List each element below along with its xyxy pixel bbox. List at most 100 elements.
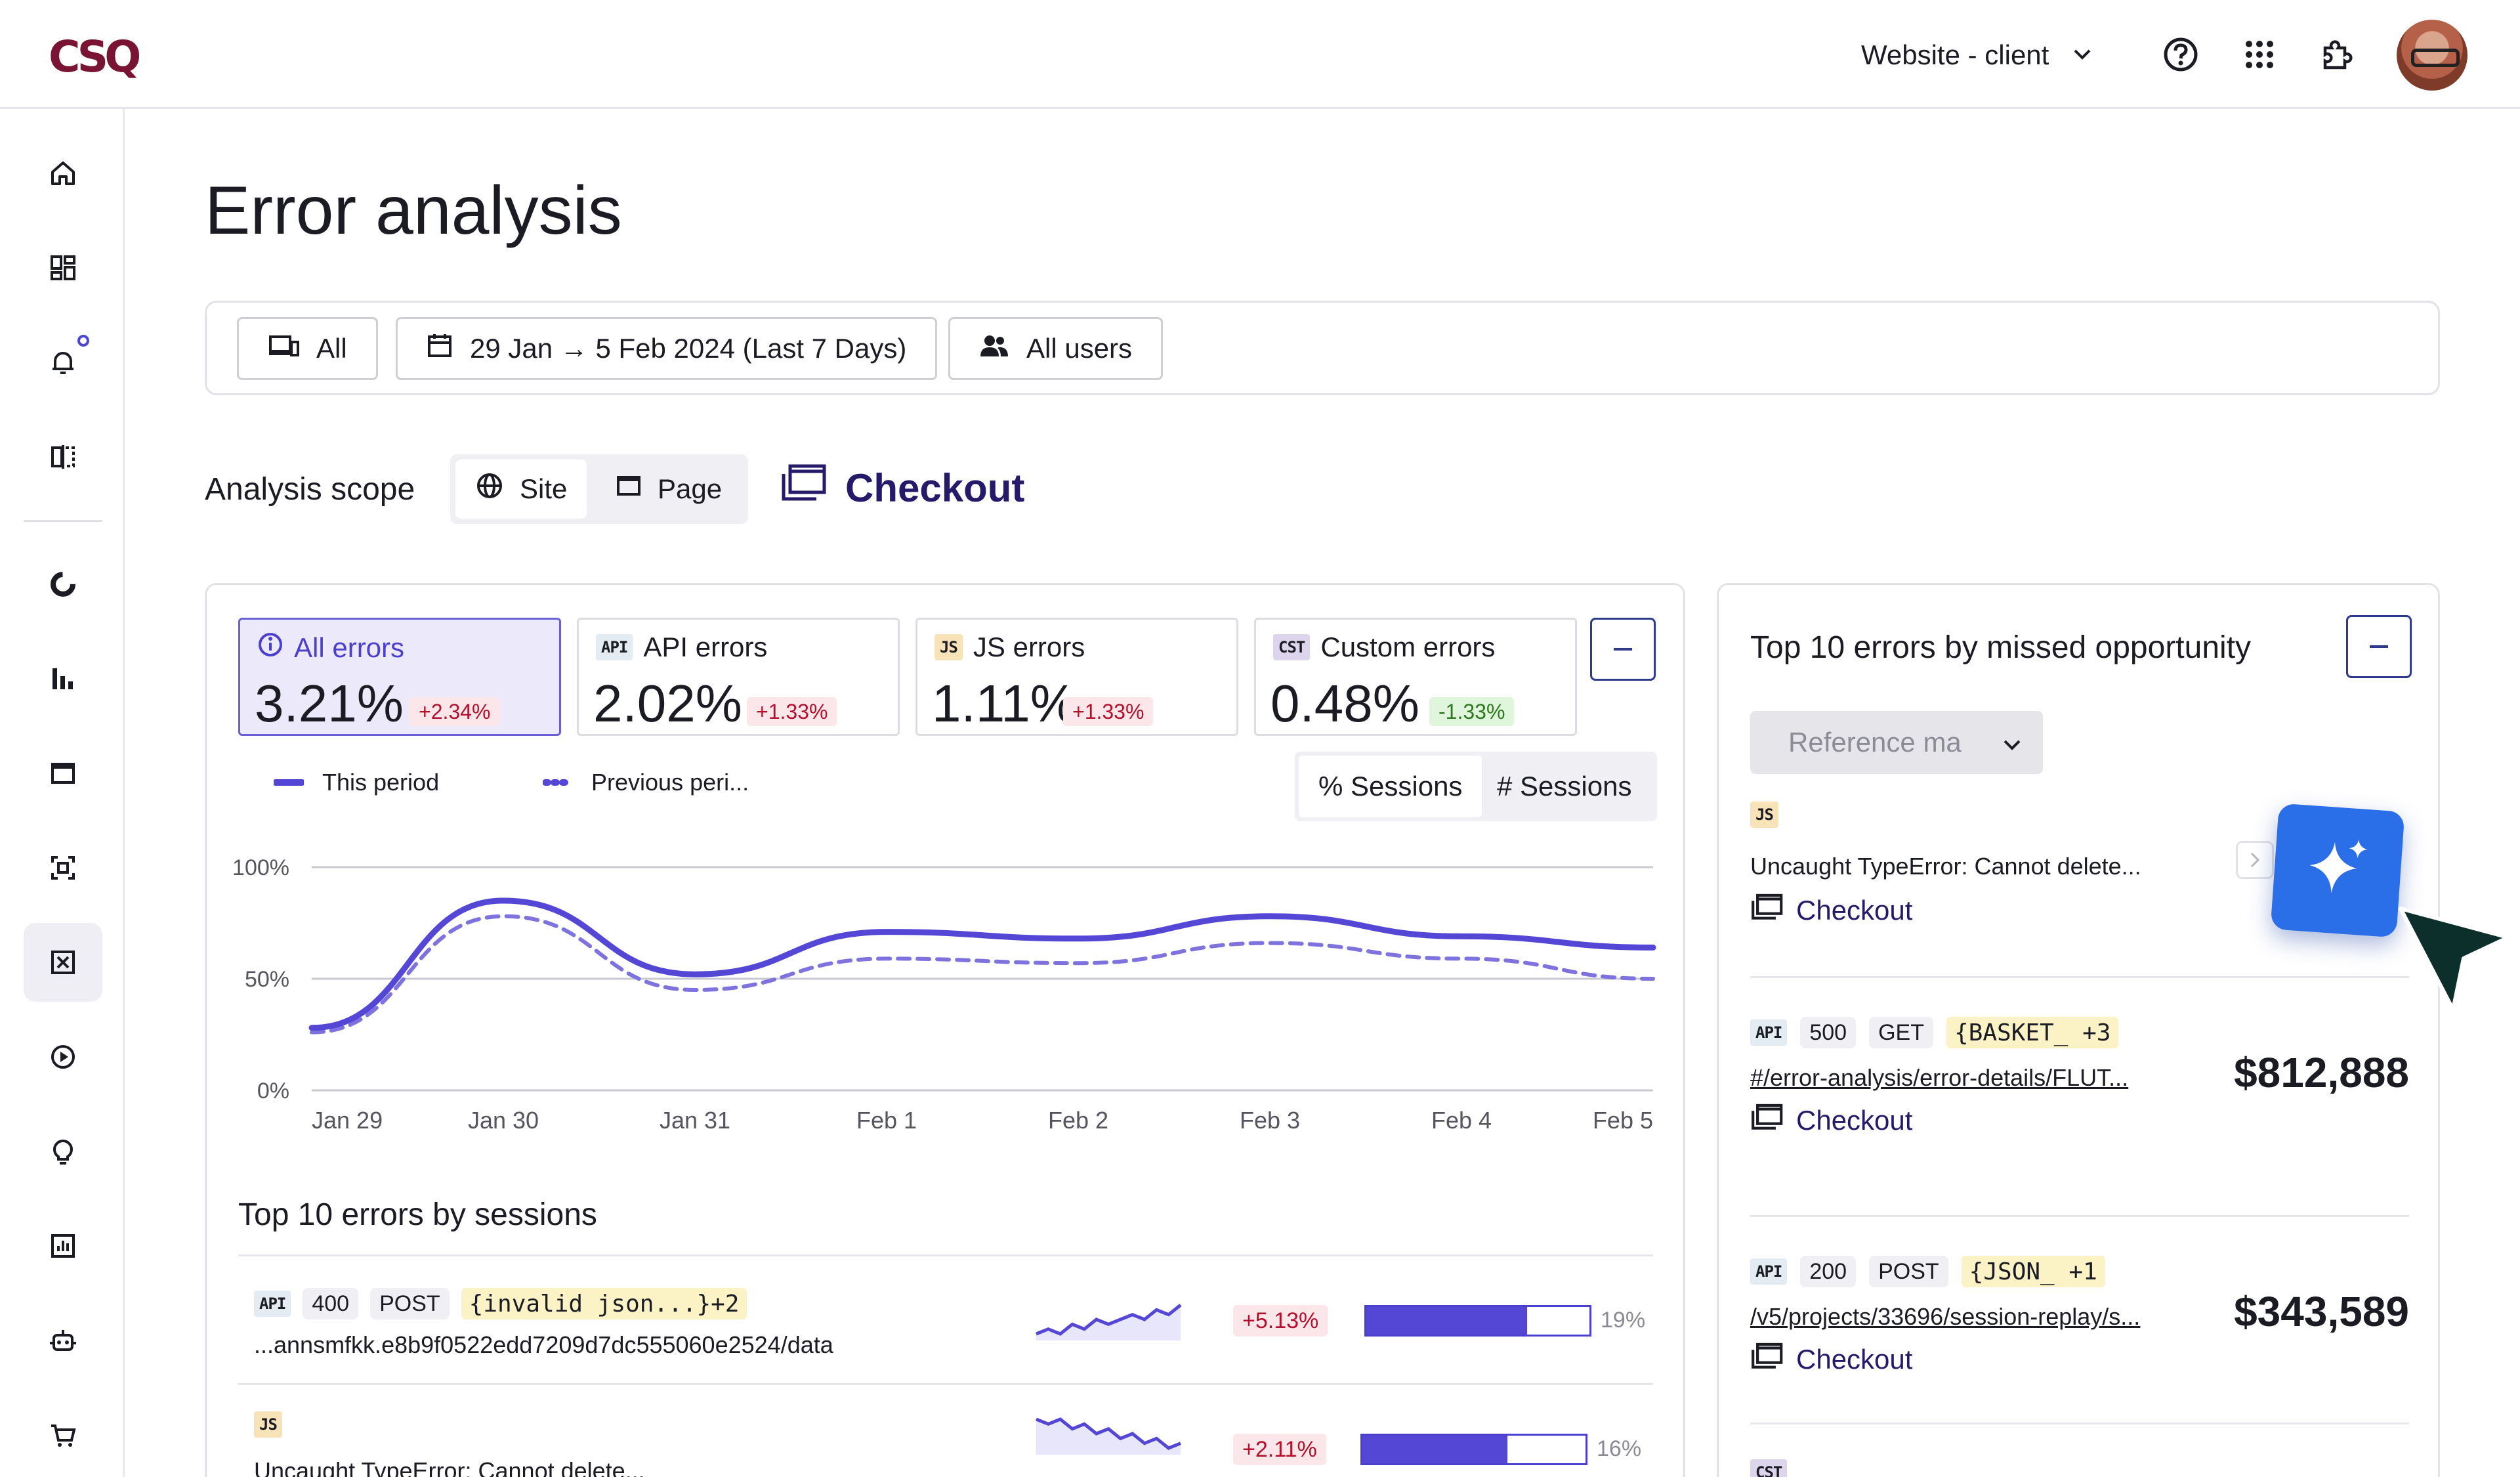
reference-select[interactable]: Reference ma — [1750, 711, 2043, 774]
opportunity-item[interactable]: JS Uncaught TypeError: Cannot delete... … — [1750, 802, 2409, 989]
kpi-label: API errors — [643, 631, 768, 662]
api-badge: API — [596, 634, 633, 660]
opportunity-page-link[interactable]: Checkout — [1750, 1103, 1912, 1138]
device-filter-label: All — [316, 333, 347, 364]
collapse-opportunity-button[interactable] — [2346, 615, 2412, 678]
y-tick-label: 50% — [245, 967, 289, 992]
ai-assistant-button[interactable] — [2270, 803, 2405, 938]
sparkline-line — [1036, 1304, 1182, 1336]
pages-icon — [1750, 1103, 1783, 1138]
chevron-right-icon[interactable] — [2236, 841, 2274, 879]
scope-option-site[interactable]: Site — [455, 460, 587, 519]
opportunity-description[interactable]: #/error-analysis/error-details/FLUT... — [1750, 1064, 2129, 1091]
legend-previous-period: Previous peri... — [543, 769, 749, 796]
opportunity-page-link[interactable]: Checkout — [1750, 1342, 1912, 1377]
device-filter-button[interactable]: All — [237, 317, 378, 380]
site-selector[interactable]: Website - client — [1861, 34, 2092, 76]
scope-page-name: Checkout — [845, 465, 1025, 510]
legend-previous-period-label: Previous peri... — [591, 769, 749, 796]
window-icon[interactable] — [24, 734, 102, 813]
x-tick-label: Jan 31 — [660, 1107, 730, 1134]
opportunity-item[interactable]: CST — [1750, 1423, 2409, 1477]
kpi-label: JS errors — [973, 631, 1085, 662]
kpi-all-errors[interactable]: All errors 3.21% +2.34% — [238, 618, 561, 736]
kpi-label: All errors — [294, 632, 405, 663]
js-badge: JS — [934, 634, 963, 660]
scope-option-page[interactable]: Page — [596, 460, 742, 519]
kpi-custom-errors[interactable]: CST Custom errors 0.48% -1.33% — [1254, 618, 1577, 736]
scope-option-page-label: Page — [658, 473, 723, 504]
legend-this-period: This period — [274, 769, 439, 796]
segment-filter-button[interactable]: All users — [948, 317, 1164, 380]
opportunity-description[interactable]: /v5/projects/33696/session-replay/s... — [1750, 1303, 2141, 1330]
error-trend-chart: 100% 50% 0% Jan 29 Jan 30 Jan 31 Feb 1 Feb 2 Feb… — [232, 855, 1656, 1134]
errors-card: All errors 3.21% +2.34% API API errors 2… — [205, 583, 1685, 1477]
metric-toggle: % Sessions # Sessions — [1295, 752, 1657, 821]
sparkline-area — [1036, 1419, 1181, 1455]
error-analysis-icon[interactable] — [24, 923, 102, 1002]
metric-option-percent[interactable]: % Sessions — [1299, 756, 1482, 817]
bot-icon[interactable] — [24, 1301, 102, 1380]
bar-chart-icon[interactable] — [24, 639, 102, 718]
dashboard-icon[interactable] — [24, 228, 102, 307]
date-range-button[interactable]: 29 Jan → 5 Feb 2024 (Last 7 Days) — [396, 317, 938, 380]
kpi-js-errors[interactable]: JS JS errors 1.11% +1.33% — [915, 618, 1238, 736]
js-badge: JS — [1750, 802, 1778, 828]
home-icon[interactable] — [24, 134, 102, 213]
row-delta: +5.13% — [1233, 1305, 1328, 1337]
help-icon[interactable] — [2159, 33, 2202, 76]
method-pill: POST — [370, 1288, 450, 1319]
kpi-value: 2.02% — [593, 674, 742, 733]
sparkline-area — [1036, 1305, 1181, 1340]
kpi-api-errors[interactable]: API API errors 2.02% +1.33% — [577, 618, 900, 736]
api-badge: API — [1750, 1019, 1788, 1046]
notification-dot — [77, 335, 89, 347]
kpi-delta: -1.33% — [1429, 697, 1515, 726]
lightbulb-icon[interactable] — [24, 1112, 102, 1191]
play-icon[interactable] — [24, 1017, 102, 1096]
top-bar: CSQ Website - client — [0, 0, 2520, 109]
collapse-errors-button[interactable] — [1590, 618, 1656, 681]
cart-icon[interactable] — [24, 1396, 102, 1474]
opportunity-item[interactable]: API 200 POST {JSON_ +1 /v5/projects/3369… — [1750, 1215, 2409, 1423]
donut-icon[interactable] — [24, 545, 102, 624]
metric-option-count[interactable]: # Sessions — [1497, 771, 1632, 802]
scope-page-link[interactable]: Checkout — [780, 463, 1024, 512]
opportunity-item[interactable]: API 500 GET {BASKET_ +3 #/error-analysis… — [1750, 976, 2409, 1215]
pointer-cursor-icon — [2399, 907, 2510, 1012]
status-code-pill: 200 — [1800, 1256, 1857, 1287]
report-icon[interactable] — [24, 1207, 102, 1285]
scope-option-site-label: Site — [520, 473, 568, 504]
api-badge: API — [254, 1291, 291, 1317]
method-pill: GET — [1869, 1017, 1933, 1048]
globe-icon — [475, 471, 504, 507]
opportunity-value: $812,888 — [2234, 1049, 2409, 1096]
chevron-down-icon — [2072, 44, 2092, 66]
divider — [1750, 1423, 2409, 1424]
kpi-label: Custom errors — [1320, 631, 1496, 662]
error-description: Uncaught TypeError: Cannot delete... — [254, 1457, 645, 1477]
pages-icon — [1750, 1342, 1783, 1377]
table-row[interactable]: API 400 POST {invalid json...}+2 ...anns… — [238, 1254, 1653, 1383]
sparkline-line — [1036, 1417, 1181, 1450]
share-bar-fill — [1362, 1436, 1507, 1463]
puzzle-icon[interactable] — [2315, 33, 2359, 76]
opportunity-page-link[interactable]: Checkout — [1750, 893, 1912, 928]
capture-icon[interactable] — [24, 828, 102, 907]
y-tick-label: 0% — [257, 1079, 289, 1103]
app-logo[interactable]: CSQ — [49, 32, 141, 82]
table-row[interactable]: JS Uncaught TypeError: Cannot delete... … — [238, 1383, 1653, 1477]
payload-pill: {BASKET_ +3 — [1946, 1017, 2119, 1048]
kpi-delta: +2.34% — [410, 697, 500, 726]
x-tick-label: Feb 1 — [856, 1107, 917, 1134]
bell-icon[interactable] — [24, 323, 102, 402]
share-bar — [1364, 1305, 1591, 1337]
reference-select-label: Reference ma — [1788, 727, 1962, 758]
apps-grid-icon[interactable] — [2238, 33, 2281, 76]
user-avatar[interactable] — [2397, 20, 2468, 91]
compare-icon[interactable] — [24, 417, 102, 496]
legend-this-period-label: This period — [322, 769, 440, 796]
share-bar — [1360, 1434, 1587, 1465]
sidebar-divider — [24, 520, 102, 522]
date-range-label: 29 Jan → 5 Feb 2024 (Last 7 Days) — [470, 333, 907, 364]
